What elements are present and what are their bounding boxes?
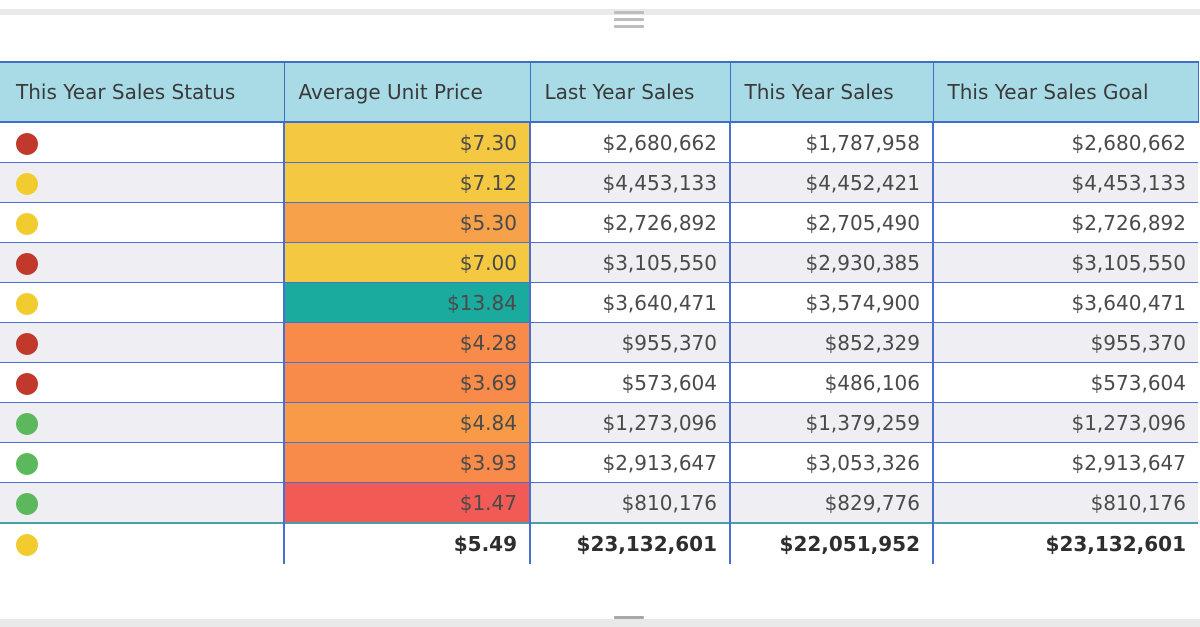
status-cell xyxy=(0,322,284,363)
this-year-sales-cell: $22,051,952 xyxy=(729,522,933,564)
status-yellow-icon xyxy=(16,534,38,557)
this-year-sales-cell: $2,705,490 xyxy=(729,202,933,243)
average-unit-price-cell: $3.93 xyxy=(283,442,530,483)
this-year-sales-goal-cell: $2,726,892 xyxy=(932,202,1198,243)
top-border xyxy=(0,9,1200,15)
status-cell xyxy=(0,282,284,323)
status-cell xyxy=(0,362,284,403)
status-red-icon xyxy=(16,372,38,395)
sales-table: This Year Sales Status Average Unit Pric… xyxy=(0,61,1199,564)
status-cell xyxy=(0,162,284,203)
last-year-sales-cell: $4,453,133 xyxy=(529,162,730,203)
this-year-sales-goal-cell: $1,273,096 xyxy=(932,402,1198,443)
last-year-sales-cell: $955,370 xyxy=(529,322,730,363)
total-row[interactable]: $5.49 $23,132,601 $22,051,952 $23,132,601 xyxy=(0,522,1198,564)
table-row[interactable]: $4.28 $955,370 $852,329 $955,370 xyxy=(0,322,1198,363)
column-header-this-year-sales-goal[interactable]: This Year Sales Goal xyxy=(932,61,1199,123)
resize-grip-bottom-icon[interactable] xyxy=(614,616,644,623)
table-row[interactable]: $1.47 $810,176 $829,776 $810,176 xyxy=(0,482,1198,524)
status-cell xyxy=(0,121,284,163)
status-green-icon xyxy=(16,412,38,435)
average-unit-price-cell: $4.84 xyxy=(283,402,530,443)
table-row[interactable]: $5.30 $2,726,892 $2,705,490 $2,726,892 xyxy=(0,202,1198,243)
this-year-sales-cell: $2,930,385 xyxy=(729,242,933,283)
status-red-icon xyxy=(16,332,38,355)
average-unit-price-cell: $3.69 xyxy=(283,362,530,403)
this-year-sales-cell: $852,329 xyxy=(729,322,933,363)
column-header-this-year-sales[interactable]: This Year Sales xyxy=(729,61,934,123)
status-cell xyxy=(0,442,284,483)
last-year-sales-cell: $1,273,096 xyxy=(529,402,730,443)
last-year-sales-cell: $2,680,662 xyxy=(529,121,730,163)
this-year-sales-goal-cell: $23,132,601 xyxy=(932,522,1198,564)
average-unit-price-cell: $1.47 xyxy=(283,482,530,524)
average-unit-price-cell: $5.30 xyxy=(283,202,530,243)
table-row[interactable]: $3.93 $2,913,647 $3,053,326 $2,913,647 xyxy=(0,442,1198,483)
this-year-sales-cell: $4,452,421 xyxy=(729,162,933,203)
average-unit-price-cell: $7.12 xyxy=(283,162,530,203)
average-unit-price-cell: $7.30 xyxy=(283,121,530,163)
last-year-sales-cell: $3,640,471 xyxy=(529,282,730,323)
this-year-sales-cell: $1,379,259 xyxy=(729,402,933,443)
status-cell xyxy=(0,242,284,283)
last-year-sales-cell: $2,913,647 xyxy=(529,442,730,483)
status-yellow-icon xyxy=(16,172,38,195)
status-cell xyxy=(0,202,284,243)
table-row[interactable]: $4.84 $1,273,096 $1,379,259 $1,273,096 xyxy=(0,402,1198,443)
table-row[interactable]: $7.12 $4,453,133 $4,452,421 $4,453,133 xyxy=(0,162,1198,203)
resize-grip-top-icon[interactable] xyxy=(614,11,644,32)
average-unit-price-cell: $13.84 xyxy=(283,282,530,323)
column-header-last-year-sales[interactable]: Last Year Sales xyxy=(529,61,731,123)
last-year-sales-cell: $810,176 xyxy=(529,482,730,524)
table-row[interactable]: $13.84 $3,640,471 $3,574,900 $3,640,471 xyxy=(0,282,1198,323)
this-year-sales-goal-cell: $955,370 xyxy=(932,322,1198,363)
table-row[interactable]: $3.69 $573,604 $486,106 $573,604 xyxy=(0,362,1198,403)
status-cell xyxy=(0,482,284,524)
this-year-sales-cell: $3,574,900 xyxy=(729,282,933,323)
this-year-sales-cell: $486,106 xyxy=(729,362,933,403)
status-green-icon xyxy=(16,452,38,475)
status-yellow-icon xyxy=(16,212,38,235)
bottom-border xyxy=(0,619,1200,627)
status-cell xyxy=(0,522,284,564)
table-row[interactable]: $7.00 $3,105,550 $2,930,385 $3,105,550 xyxy=(0,242,1198,283)
this-year-sales-goal-cell: $3,105,550 xyxy=(932,242,1198,283)
last-year-sales-cell: $2,726,892 xyxy=(529,202,730,243)
this-year-sales-cell: $3,053,326 xyxy=(729,442,933,483)
this-year-sales-cell: $1,787,958 xyxy=(729,121,933,163)
status-green-icon xyxy=(16,492,38,515)
this-year-sales-goal-cell: $2,913,647 xyxy=(932,442,1198,483)
last-year-sales-cell: $573,604 xyxy=(529,362,730,403)
last-year-sales-cell: $3,105,550 xyxy=(529,242,730,283)
average-unit-price-cell: $5.49 xyxy=(283,522,530,564)
status-cell xyxy=(0,402,284,443)
this-year-sales-goal-cell: $810,176 xyxy=(932,482,1198,524)
status-red-icon xyxy=(16,132,38,155)
this-year-sales-cell: $829,776 xyxy=(729,482,933,524)
table-header-row: This Year Sales Status Average Unit Pric… xyxy=(0,61,1199,123)
last-year-sales-cell: $23,132,601 xyxy=(529,522,730,564)
table-body: $7.30 $2,680,662 $1,787,958 $2,680,662 $7.12… xyxy=(0,121,1198,564)
table-row[interactable]: $7.30 $2,680,662 $1,787,958 $2,680,662 xyxy=(0,121,1198,163)
column-header-average-unit-price[interactable]: Average Unit Price xyxy=(283,61,531,123)
this-year-sales-goal-cell: $4,453,133 xyxy=(932,162,1198,203)
column-header-status[interactable]: This Year Sales Status xyxy=(0,61,285,123)
average-unit-price-cell: $7.00 xyxy=(283,242,530,283)
status-yellow-icon xyxy=(16,292,38,315)
this-year-sales-goal-cell: $573,604 xyxy=(932,362,1198,403)
this-year-sales-goal-cell: $2,680,662 xyxy=(932,121,1198,163)
average-unit-price-cell: $4.28 xyxy=(283,322,530,363)
status-red-icon xyxy=(16,252,38,275)
this-year-sales-goal-cell: $3,640,471 xyxy=(932,282,1198,323)
